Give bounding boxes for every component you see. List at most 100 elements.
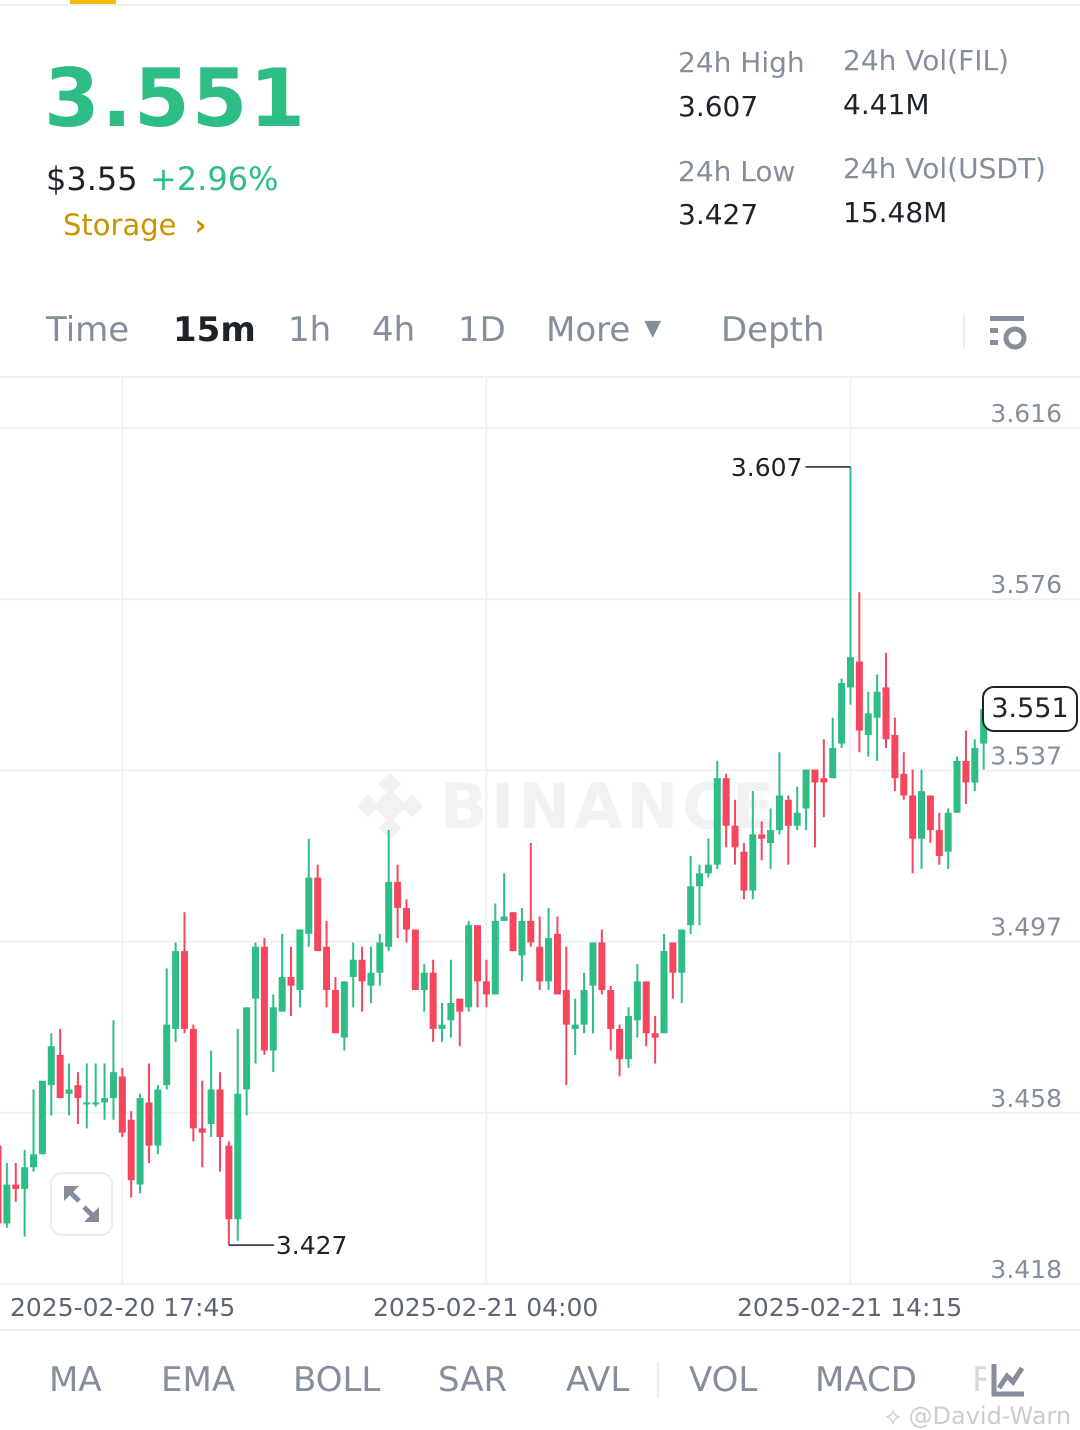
candle-body [909, 795, 917, 839]
candle [260, 938, 268, 1055]
category-label: Storage [63, 208, 177, 242]
tab-time[interactable]: Time [46, 310, 130, 350]
candle [953, 756, 961, 813]
tab-more-label: More [546, 310, 631, 350]
tab-more[interactable]: More ▼ [546, 310, 661, 350]
candle [607, 985, 615, 1051]
candle [65, 1063, 73, 1116]
tab-4h[interactable]: 4h [372, 310, 416, 350]
candle [616, 1024, 624, 1077]
candle-body [491, 920, 499, 995]
candle [926, 795, 934, 844]
candle-body [207, 1089, 215, 1125]
candle [56, 1028, 64, 1099]
candle [118, 1067, 126, 1138]
candle [545, 907, 553, 991]
candle-body [429, 972, 437, 1029]
candle [518, 907, 526, 982]
x-tick-label: 2025-02-21 14:15 [737, 1293, 963, 1322]
candle-body [500, 916, 508, 921]
candle-body [669, 942, 677, 973]
candle [136, 1093, 144, 1194]
candle-body [518, 920, 526, 956]
candle-body [278, 977, 286, 1012]
candle-body [394, 881, 402, 908]
candle [420, 964, 428, 1012]
candle [74, 1072, 82, 1125]
candle-body [624, 1015, 632, 1060]
candle [651, 1015, 659, 1064]
tab-depth[interactable]: Depth [721, 310, 825, 350]
candle [145, 1063, 153, 1163]
indicator-separator [657, 1362, 659, 1398]
24h-high-value: 3.607 [678, 90, 759, 123]
candle-body [323, 946, 331, 991]
candle-body [580, 990, 588, 1025]
candle [864, 691, 872, 757]
indicator-macd[interactable]: MACD [815, 1360, 917, 1400]
candle [12, 1162, 20, 1202]
candle [918, 769, 926, 869]
24h-low-label: 24h Low [678, 155, 796, 188]
candle [713, 760, 721, 869]
candle [855, 592, 863, 753]
24h-vol-base-label: 24h Vol(FIL) [843, 44, 1009, 77]
y-tick-label: 3.616 [990, 399, 1062, 428]
tab-1h[interactable]: 1h [288, 310, 332, 350]
watermark-logo-icon: ⟡ [885, 1402, 901, 1430]
indicator-sar[interactable]: SAR [438, 1360, 508, 1400]
candle-body [660, 951, 668, 1034]
candle [802, 769, 810, 831]
candle-body [136, 1098, 144, 1185]
candle-body [935, 830, 943, 856]
tab-1d[interactable]: 1D [458, 310, 506, 350]
candle [829, 717, 837, 779]
candle-body [56, 1054, 64, 1099]
indicator-avl[interactable]: AVL [566, 1360, 630, 1400]
indicator-vol[interactable]: VOL [689, 1360, 758, 1400]
candle-body [145, 1102, 153, 1146]
candle-body [243, 1007, 251, 1090]
chart-settings-icon[interactable] [988, 314, 1028, 352]
candle-body [767, 830, 775, 844]
candle [536, 916, 544, 991]
low-marker-label: 3.427 [276, 1231, 348, 1260]
candle-body [784, 799, 792, 826]
candle [225, 1141, 233, 1246]
candle [962, 730, 970, 805]
24h-vol-base-value: 4.41M [843, 88, 930, 121]
candle-body [527, 920, 535, 943]
candle [92, 1063, 100, 1107]
candle [189, 1024, 197, 1142]
indicator-boll[interactable]: BOLL [293, 1360, 381, 1400]
24h-vol-quote-label: 24h Vol(USDT) [843, 152, 1046, 185]
tab-15m[interactable]: 15m [173, 310, 256, 350]
candle [3, 1162, 11, 1228]
candle-body [225, 1145, 233, 1220]
candle-body [731, 825, 739, 848]
candle [669, 942, 677, 999]
candle-body [65, 1089, 73, 1094]
candle-body [758, 834, 766, 839]
candle [598, 929, 606, 995]
candle-body [962, 760, 970, 783]
candle [305, 838, 313, 947]
chevron-right-icon: › [194, 208, 207, 242]
candle [678, 929, 686, 1003]
indicator-partial[interactable]: R [972, 1360, 986, 1400]
indicator-ma[interactable]: MA [49, 1360, 102, 1400]
candle-body [189, 1028, 197, 1129]
candle [509, 912, 517, 952]
candle [385, 830, 393, 952]
candle-body [775, 795, 783, 831]
candle [749, 791, 757, 900]
high-marker-label: 3.607 [731, 453, 803, 482]
indicator-ema[interactable]: EMA [161, 1360, 236, 1400]
candle-body [83, 1102, 91, 1105]
candle [500, 873, 508, 921]
indicator-settings-icon[interactable] [990, 1362, 1028, 1398]
fullscreen-button[interactable] [50, 1172, 113, 1236]
candle [642, 981, 650, 1047]
category-link[interactable]: Storage › [63, 208, 206, 242]
